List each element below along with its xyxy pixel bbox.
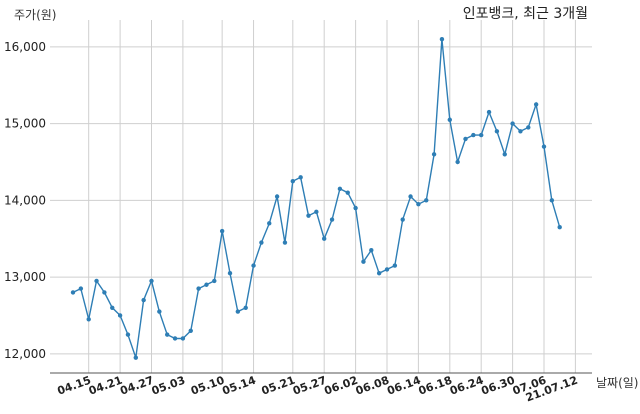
data-point (439, 36, 445, 42)
y-axis-ticks: 12,000 13,000 14,000 15,000 16,000 (4, 40, 46, 361)
data-point (502, 152, 507, 157)
data-point (274, 194, 280, 199)
data-point (125, 332, 131, 337)
chart-title: 인포뱅크, 최근 3개월 (463, 6, 588, 22)
data-point (149, 278, 154, 284)
data-point (78, 286, 84, 291)
series-line (72, 39, 561, 358)
data-point (533, 102, 539, 107)
x-axis-label: 날짜(일) (596, 376, 638, 390)
data-point (172, 336, 178, 341)
data-point (408, 194, 413, 199)
data-point (510, 121, 515, 126)
data-point (329, 217, 335, 222)
grid-lines (50, 20, 592, 373)
data-point (70, 290, 76, 295)
data-point (494, 129, 500, 134)
data-point (392, 263, 398, 268)
data-point (298, 175, 303, 180)
data-point (376, 271, 382, 276)
data-point (518, 129, 523, 134)
data-point (431, 152, 437, 157)
y-axis-label: 주가(원) (14, 8, 56, 22)
data-point (345, 190, 350, 195)
y-tick-label: 16,000 (4, 40, 46, 54)
data-point (369, 248, 374, 253)
data-point (353, 205, 358, 211)
y-tick-label: 13,000 (4, 270, 46, 284)
data-point (549, 198, 555, 203)
data-point (180, 336, 186, 341)
data-point (400, 217, 405, 222)
y-tick-label: 14,000 (4, 193, 46, 207)
data-point (557, 224, 562, 230)
data-point (337, 186, 343, 192)
x-tick-label: 05.03 (150, 374, 187, 398)
data-point (86, 317, 91, 322)
y-tick-label: 12,000 (4, 347, 46, 361)
data-point (141, 297, 146, 303)
data-point (110, 305, 115, 310)
data-point (235, 309, 241, 314)
x-tick-label: 05.14 (220, 373, 257, 397)
data-point (282, 240, 288, 245)
data-point (322, 236, 327, 241)
data-point (471, 132, 476, 138)
data-point (196, 286, 201, 291)
data-point (455, 159, 460, 165)
data-point (204, 282, 209, 287)
data-point (463, 136, 468, 142)
data-point (384, 267, 390, 272)
data-point (212, 278, 217, 284)
data-point (102, 290, 107, 295)
data-point (290, 178, 295, 184)
data-point (267, 221, 272, 226)
data-point (188, 328, 193, 333)
data-point (117, 313, 123, 318)
price-series (70, 36, 562, 360)
data-point (447, 117, 452, 122)
data-point (227, 271, 233, 276)
data-point (251, 263, 256, 268)
data-point (306, 213, 311, 218)
y-tick-label: 15,000 (4, 117, 46, 131)
data-point (361, 259, 366, 264)
data-point (486, 109, 492, 115)
data-point (541, 144, 547, 149)
data-point (526, 125, 531, 130)
data-point (424, 198, 429, 203)
data-point (243, 305, 248, 310)
data-point (94, 278, 99, 284)
data-point (416, 201, 421, 207)
data-point (165, 332, 170, 337)
data-point (259, 240, 264, 245)
data-point (479, 132, 484, 138)
data-point (133, 355, 138, 360)
data-point (314, 209, 319, 215)
data-point (157, 309, 162, 314)
data-point (219, 228, 225, 234)
